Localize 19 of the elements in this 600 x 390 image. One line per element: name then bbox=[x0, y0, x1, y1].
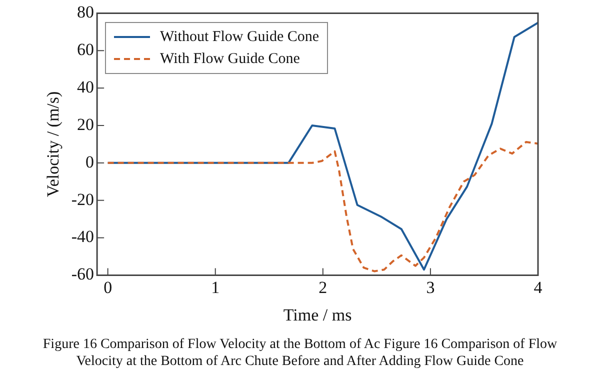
x-tick-label: 3 bbox=[426, 278, 435, 297]
legend-label: Without Flow Guide Cone bbox=[160, 28, 320, 46]
y-tick-label: 80 bbox=[77, 2, 94, 22]
y-tick-label: 0 bbox=[86, 152, 94, 172]
legend-label: With Flow Guide Cone bbox=[160, 50, 300, 68]
y-axis-title: Velocity / (m/s) bbox=[44, 91, 63, 198]
y-tick-label: 60 bbox=[77, 40, 94, 60]
y-tick-label: -60 bbox=[71, 264, 94, 284]
y-tick-label: -40 bbox=[71, 227, 94, 246]
y-tick-label: 20 bbox=[77, 114, 94, 134]
x-axis-title: Time / ms bbox=[283, 305, 352, 324]
x-tick-label: 0 bbox=[104, 278, 112, 297]
line-series bbox=[106, 140, 538, 272]
x-tick-label: 1 bbox=[211, 278, 220, 297]
x-tick-label: 2 bbox=[318, 278, 328, 297]
y-tick-label: 40 bbox=[77, 78, 94, 97]
y-tick-label: -20 bbox=[71, 190, 94, 209]
x-tick-label: 4 bbox=[534, 278, 543, 297]
caption: Figure 16 Comparison of Flow Velocity at the Bottom of Ac Figure 16 Comparison of Flow Velocity at the Bottom of Arc Chute Before and After Adding Flow Guide Cone bbox=[42, 336, 558, 370]
